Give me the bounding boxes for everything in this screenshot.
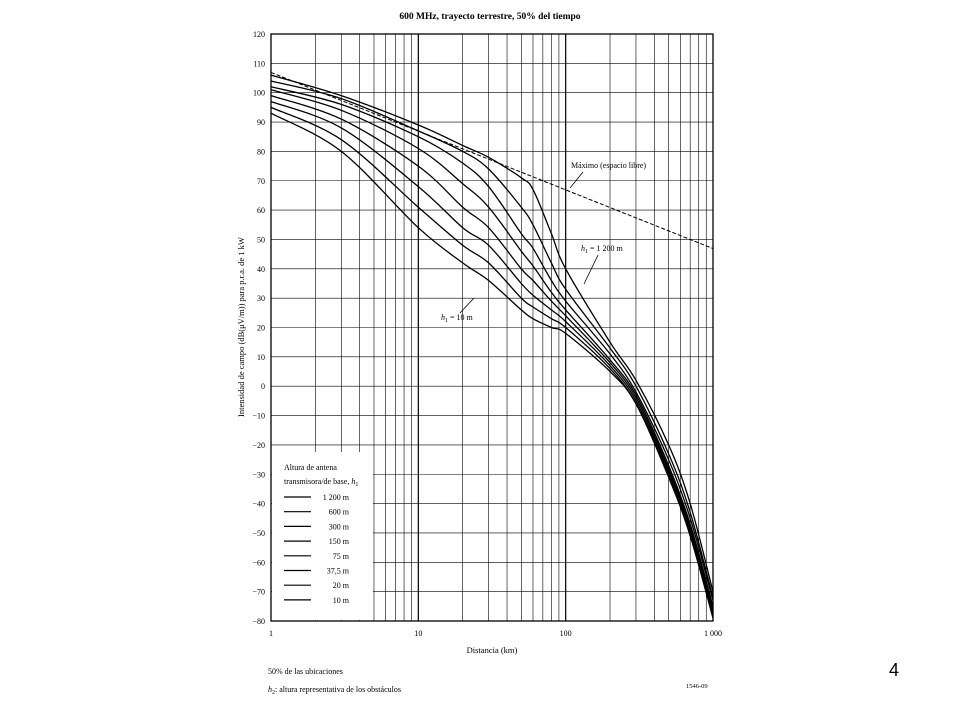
y-tick-label: −10 (252, 412, 265, 421)
legend-title-var: h (351, 477, 355, 486)
legend-label: 1 200 m (323, 493, 350, 502)
y-tick-label: 80 (257, 147, 265, 156)
legend-box (272, 452, 373, 620)
footnote-locations: 50% de las ubicaciones (268, 667, 343, 676)
free-space-line (270, 71, 714, 250)
footnote-h2-var: h (268, 685, 272, 694)
x-tick-label: 1 (269, 629, 273, 638)
x-tick-labels: 1 10 100 1 000 (269, 629, 722, 638)
annotation-free-space-label: Máximo (espacio libre) (571, 161, 646, 170)
annotation-h1-top-value: = 1 200 m (588, 244, 624, 253)
footnote-h2-sub: 2 (272, 690, 275, 696)
legend-title-text: transmisora/de base, (284, 477, 351, 486)
y-tick-label: 60 (257, 206, 265, 215)
legend-entries: 1 200 m 600 m 300 m 150 m 75 m 37,5 m 20 m 10 m (284, 493, 350, 605)
legend-title-line2: transmisora/de base, h1 (284, 477, 358, 488)
annotation-h1-bottom-pointer (459, 297, 475, 314)
y-tick-label: −60 (252, 558, 265, 567)
y-tick-label: 20 (257, 324, 265, 333)
annotation-h1-top: h1 = 1 200 m (581, 244, 624, 285)
annotation-h1-top-pointer (583, 254, 599, 285)
y-tick-label: 110 (253, 59, 265, 68)
series-line-4 (270, 89, 714, 607)
annotation-free-space-pointer (569, 171, 584, 189)
y-tick-labels: 1201101009080706050403020100−10−20−30−40… (252, 30, 265, 626)
y-tick-label: 10 (257, 353, 265, 362)
legend-label: 300 m (329, 522, 350, 531)
x-tick-label: 1 000 (704, 629, 722, 638)
legend-label: 37,5 m (327, 567, 350, 576)
annotation-h1-top-sub: 1 (585, 249, 588, 255)
legend-title-sub: 1 (355, 482, 358, 488)
y-tick-label: 40 (257, 265, 265, 274)
annotation-free-space: Máximo (espacio libre) (569, 161, 646, 189)
annotation-h1-bottom-label: h1 = 10 m (441, 313, 474, 324)
x-tick-label: 10 (414, 629, 422, 638)
y-tick-label: −30 (252, 470, 265, 479)
annotation-h1-bottom-value: = 10 m (448, 313, 474, 322)
series-line-3 (270, 86, 714, 601)
x-tick-label: 100 (560, 629, 572, 638)
series-line-6 (270, 100, 714, 613)
series-line-1 (270, 74, 714, 592)
footnote-h2-text: : altura representativa de los obstáculo… (275, 685, 401, 694)
annotation-h1-bottom-var: h (441, 313, 445, 322)
legend-label: 75 m (333, 552, 350, 561)
annotation-h1-top-var: h (581, 244, 585, 253)
series-line-7 (270, 106, 714, 616)
y-tick-label: −70 (252, 588, 265, 597)
legend-title-line1: Altura de antena (284, 463, 337, 472)
annotation-h1-bottom-sub: 1 (445, 318, 448, 324)
y-axis-label: Intensidad de campo (dB(μV/m)) para p.r.… (236, 237, 246, 417)
chart-title: 600 MHz, trayecto terrestre, 50% del tie… (399, 12, 580, 22)
y-tick-label: −40 (252, 500, 265, 509)
y-tick-label: 120 (253, 30, 265, 39)
legend-label: 10 m (333, 596, 350, 605)
y-tick-label: −50 (252, 529, 265, 538)
legend-label: 600 m (329, 508, 350, 517)
x-axis-label: Distancia (km) (467, 645, 518, 655)
y-tick-label: 100 (253, 89, 265, 98)
legend-label: 150 m (329, 537, 350, 546)
y-tick-label: 50 (257, 235, 265, 244)
plot-frame (270, 33, 714, 622)
legend-label: 20 m (333, 581, 350, 590)
series-line-8 (270, 112, 714, 619)
annotation-h1-bottom: h1 = 10 m (441, 297, 475, 324)
footnote-h2: h2: altura representativa de los obstácu… (268, 685, 401, 696)
legend: Altura de antena transmisora/de base, h1… (272, 452, 373, 620)
y-tick-label: 70 (257, 177, 265, 186)
figure-code: 1546-09 (686, 683, 708, 690)
y-tick-label: 90 (257, 118, 265, 127)
annotation-h1-top-label: h1 = 1 200 m (581, 244, 624, 255)
y-tick-label: −20 (252, 441, 265, 450)
series-line-5 (270, 94, 714, 610)
y-tick-label: 0 (261, 382, 265, 391)
y-tick-label: 30 (257, 294, 265, 303)
y-tick-label: −80 (252, 617, 265, 626)
slide-number: 4 (889, 660, 900, 680)
